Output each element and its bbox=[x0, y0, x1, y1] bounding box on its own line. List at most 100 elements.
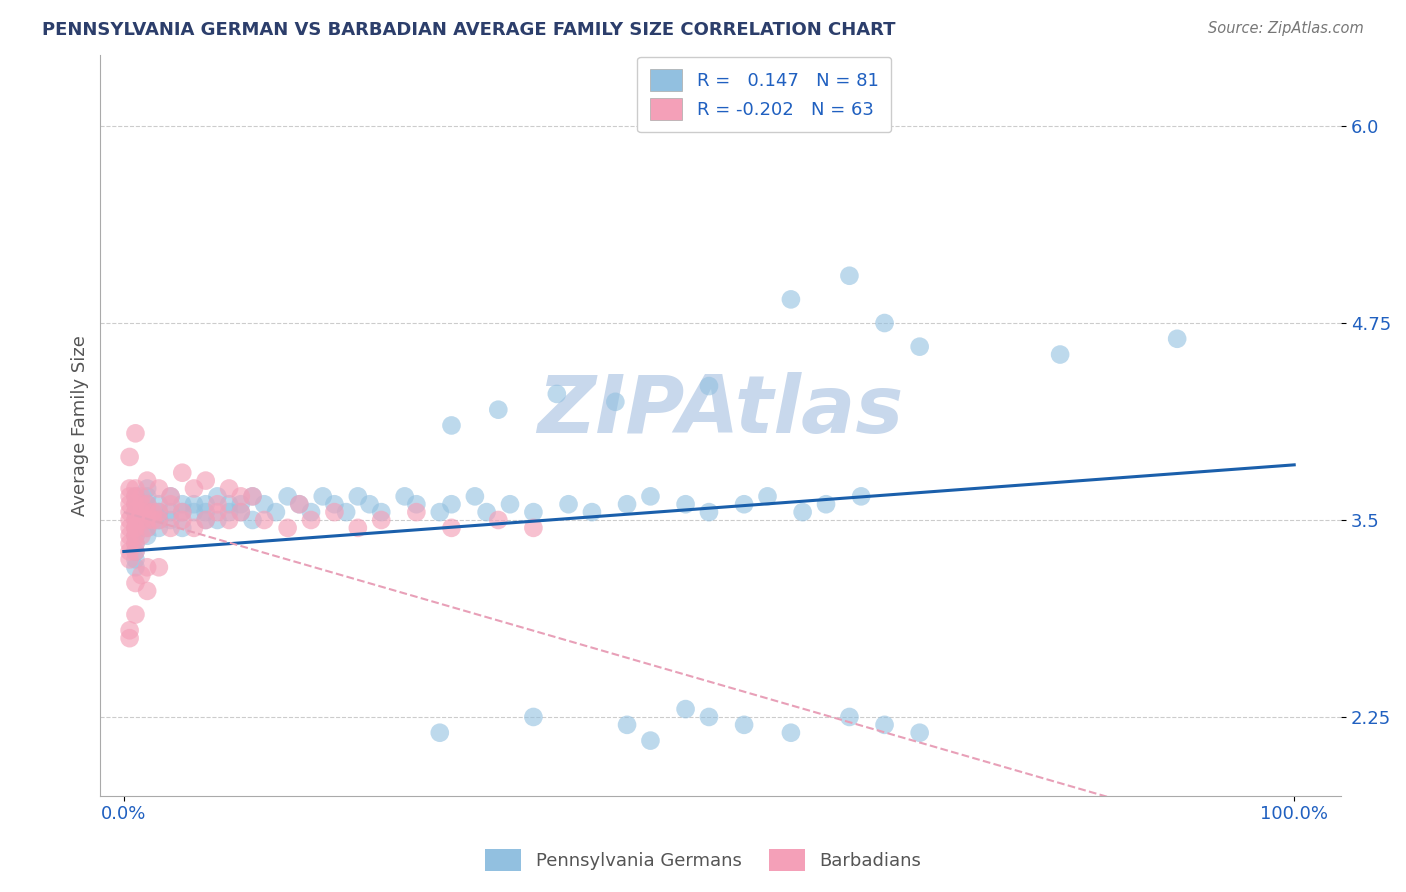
Point bbox=[253, 497, 276, 511]
Point bbox=[440, 521, 463, 535]
Point bbox=[136, 497, 159, 511]
Point bbox=[557, 497, 579, 511]
Point bbox=[370, 505, 392, 519]
Point bbox=[486, 513, 509, 527]
Point bbox=[118, 631, 141, 645]
Point bbox=[159, 521, 181, 535]
Point bbox=[908, 340, 931, 354]
Point bbox=[118, 544, 141, 558]
Point bbox=[522, 710, 544, 724]
Point bbox=[229, 489, 252, 503]
Point bbox=[136, 560, 159, 574]
Point bbox=[347, 521, 370, 535]
Point bbox=[697, 379, 720, 393]
Point bbox=[159, 489, 181, 503]
Point bbox=[218, 482, 240, 496]
Point bbox=[229, 505, 252, 519]
Point bbox=[242, 489, 264, 503]
Point bbox=[136, 505, 159, 519]
Point bbox=[194, 474, 217, 488]
Point bbox=[124, 489, 146, 503]
Point bbox=[148, 513, 170, 527]
Point bbox=[792, 505, 814, 519]
Point bbox=[335, 505, 357, 519]
Point bbox=[131, 505, 153, 519]
Point bbox=[142, 513, 165, 527]
Point bbox=[136, 482, 159, 496]
Point bbox=[131, 568, 153, 582]
Point bbox=[908, 725, 931, 739]
Point bbox=[124, 536, 146, 550]
Point bbox=[131, 513, 153, 527]
Point bbox=[780, 293, 803, 307]
Text: Source: ZipAtlas.com: Source: ZipAtlas.com bbox=[1208, 21, 1364, 36]
Point bbox=[124, 497, 146, 511]
Text: PENNSYLVANIA GERMAN VS BARBADIAN AVERAGE FAMILY SIZE CORRELATION CHART: PENNSYLVANIA GERMAN VS BARBADIAN AVERAGE… bbox=[42, 21, 896, 38]
Point bbox=[172, 505, 194, 519]
Point bbox=[429, 725, 451, 739]
Point bbox=[546, 387, 568, 401]
Point bbox=[124, 576, 146, 591]
Point bbox=[347, 489, 370, 503]
Point bbox=[118, 624, 141, 638]
Point bbox=[159, 505, 181, 519]
Point bbox=[675, 702, 697, 716]
Point bbox=[124, 544, 146, 558]
Point bbox=[207, 513, 229, 527]
Point bbox=[194, 513, 217, 527]
Point bbox=[172, 497, 194, 511]
Point bbox=[148, 482, 170, 496]
Point bbox=[159, 497, 181, 511]
Point bbox=[359, 497, 381, 511]
Point bbox=[136, 489, 159, 503]
Point bbox=[838, 268, 860, 283]
Point bbox=[218, 513, 240, 527]
Point bbox=[124, 521, 146, 535]
Point bbox=[640, 489, 662, 503]
Point bbox=[148, 560, 170, 574]
Point bbox=[264, 505, 287, 519]
Point bbox=[148, 521, 170, 535]
Point bbox=[312, 489, 335, 503]
Point bbox=[499, 497, 522, 511]
Point bbox=[124, 529, 146, 543]
Point bbox=[486, 402, 509, 417]
Point bbox=[277, 521, 299, 535]
Point bbox=[616, 497, 638, 511]
Point bbox=[118, 513, 141, 527]
Point bbox=[780, 725, 803, 739]
Point bbox=[242, 513, 264, 527]
Point bbox=[118, 505, 141, 519]
Point bbox=[675, 497, 697, 511]
Point bbox=[136, 505, 159, 519]
Point bbox=[194, 497, 217, 511]
Point bbox=[124, 505, 146, 519]
Point bbox=[394, 489, 416, 503]
Point bbox=[124, 560, 146, 574]
Point bbox=[194, 513, 217, 527]
Point bbox=[172, 521, 194, 535]
Point bbox=[118, 521, 141, 535]
Point bbox=[118, 529, 141, 543]
Point bbox=[124, 521, 146, 535]
Point bbox=[277, 489, 299, 503]
Point bbox=[429, 505, 451, 519]
Point bbox=[172, 505, 194, 519]
Point bbox=[172, 466, 194, 480]
Point bbox=[136, 513, 159, 527]
Point bbox=[118, 450, 141, 464]
Point bbox=[131, 489, 153, 503]
Point bbox=[124, 513, 146, 527]
Point bbox=[873, 718, 896, 732]
Point bbox=[172, 513, 194, 527]
Point bbox=[124, 513, 146, 527]
Point bbox=[207, 489, 229, 503]
Legend: R =   0.147   N = 81, R = -0.202   N = 63: R = 0.147 N = 81, R = -0.202 N = 63 bbox=[637, 57, 891, 132]
Point bbox=[838, 710, 860, 724]
Point bbox=[124, 489, 146, 503]
Point bbox=[605, 394, 627, 409]
Y-axis label: Average Family Size: Average Family Size bbox=[72, 335, 89, 516]
Point bbox=[440, 497, 463, 511]
Point bbox=[815, 497, 838, 511]
Point bbox=[118, 536, 141, 550]
